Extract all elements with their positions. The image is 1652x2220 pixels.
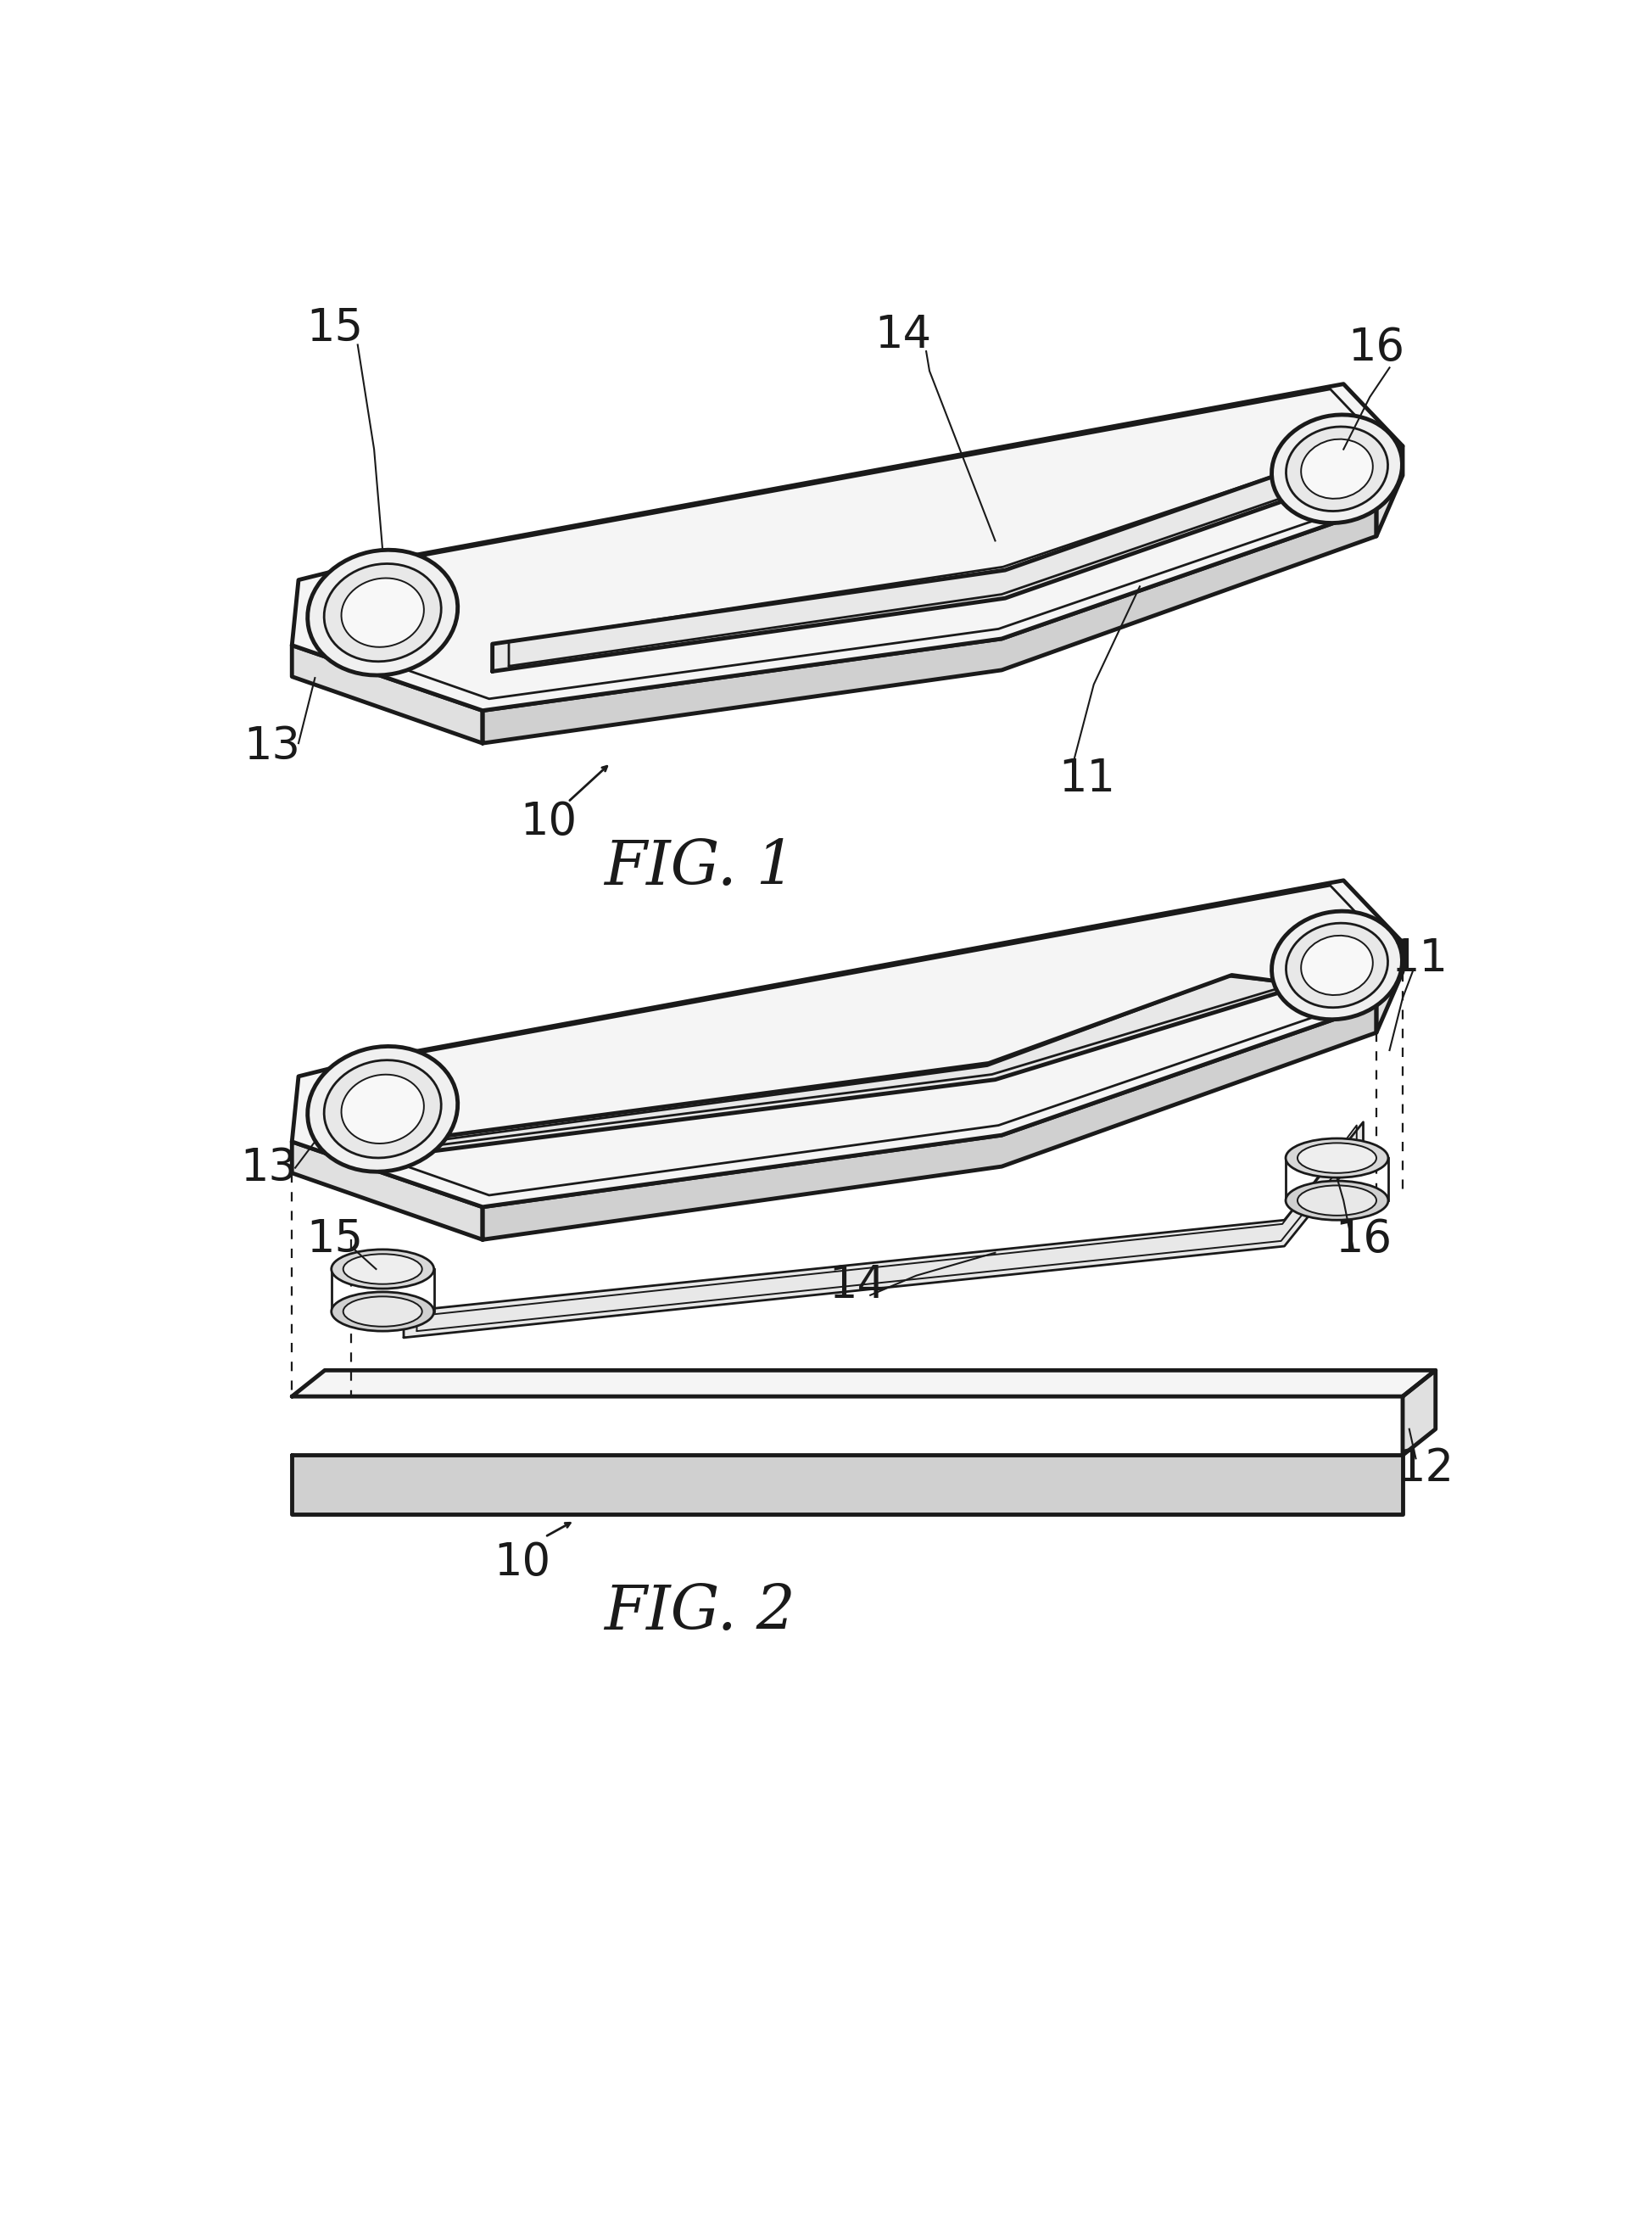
Polygon shape xyxy=(292,1370,1436,1396)
Polygon shape xyxy=(492,466,1303,670)
Text: 11: 11 xyxy=(1059,757,1115,801)
Polygon shape xyxy=(292,881,1403,1208)
Ellipse shape xyxy=(307,551,458,675)
Ellipse shape xyxy=(1297,1185,1376,1217)
Text: FIG. 1: FIG. 1 xyxy=(603,837,795,897)
Ellipse shape xyxy=(1285,1139,1388,1177)
Ellipse shape xyxy=(1285,426,1388,511)
Polygon shape xyxy=(292,1141,482,1239)
Text: 14: 14 xyxy=(829,1263,885,1308)
Polygon shape xyxy=(403,1121,1363,1339)
Text: 12: 12 xyxy=(1398,1445,1454,1490)
Polygon shape xyxy=(292,646,482,744)
Ellipse shape xyxy=(344,1254,421,1283)
Ellipse shape xyxy=(1285,924,1388,1008)
Ellipse shape xyxy=(1272,415,1403,524)
Text: FIG. 2: FIG. 2 xyxy=(603,1583,795,1643)
Text: 13: 13 xyxy=(244,724,301,768)
Polygon shape xyxy=(1376,446,1403,537)
Polygon shape xyxy=(1376,944,1403,1032)
Text: 11: 11 xyxy=(1391,937,1447,981)
Polygon shape xyxy=(292,1454,1403,1514)
Text: 15: 15 xyxy=(306,1217,363,1261)
Ellipse shape xyxy=(1297,1143,1376,1172)
Polygon shape xyxy=(1403,1370,1436,1454)
Ellipse shape xyxy=(324,1061,441,1159)
Text: 13: 13 xyxy=(241,1146,297,1190)
Polygon shape xyxy=(482,508,1376,744)
Text: 14: 14 xyxy=(874,313,932,357)
Text: 16: 16 xyxy=(1348,326,1404,371)
Ellipse shape xyxy=(332,1292,434,1332)
Polygon shape xyxy=(292,384,1403,710)
Ellipse shape xyxy=(324,564,441,662)
Text: 10: 10 xyxy=(520,799,577,844)
Ellipse shape xyxy=(1302,440,1373,500)
Text: 15: 15 xyxy=(306,306,363,351)
Text: 10: 10 xyxy=(494,1541,550,1585)
Ellipse shape xyxy=(1285,1181,1388,1221)
Ellipse shape xyxy=(344,1296,421,1328)
Polygon shape xyxy=(482,1003,1376,1239)
Polygon shape xyxy=(426,975,1303,1152)
Ellipse shape xyxy=(342,1074,425,1143)
Text: 16: 16 xyxy=(1335,1217,1391,1261)
Ellipse shape xyxy=(332,1250,434,1288)
Ellipse shape xyxy=(1302,935,1373,995)
Ellipse shape xyxy=(307,1046,458,1172)
Ellipse shape xyxy=(342,577,425,646)
Ellipse shape xyxy=(1272,910,1403,1019)
